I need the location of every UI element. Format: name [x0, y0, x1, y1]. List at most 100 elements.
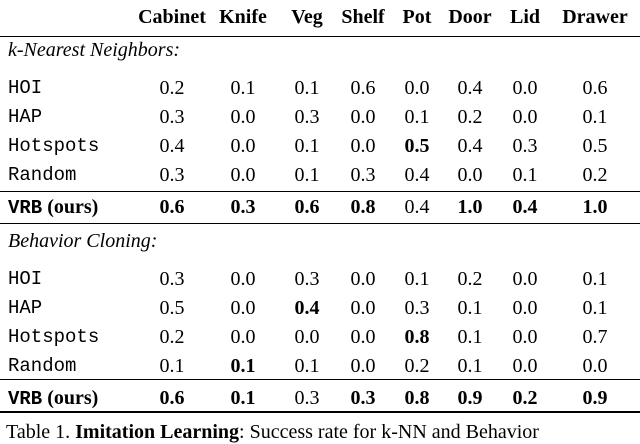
cell: 0.2: [159, 77, 185, 99]
cell: 0.4: [159, 135, 185, 157]
cell: 0.0: [404, 77, 430, 99]
cell: 0.1: [294, 164, 320, 186]
cell: 0.9: [457, 387, 483, 409]
method-note: (ours): [47, 387, 99, 409]
method-label: Random: [8, 355, 77, 377]
method-name: VRB: [8, 388, 43, 410]
cell: 0.6: [582, 77, 608, 99]
cell: 0.0: [350, 297, 376, 319]
cell: 0.2: [159, 326, 185, 348]
cell: 0.0: [512, 355, 538, 377]
cell: 0.0: [350, 135, 376, 157]
cell: 0.0: [230, 268, 256, 290]
cell: 0.2: [404, 355, 430, 377]
method-label: VRB (ours): [8, 195, 98, 220]
cell: 0.4: [457, 135, 483, 157]
cell: 0.4: [512, 196, 538, 218]
cell: 0.1: [582, 297, 608, 319]
bottom-rule: [0, 411, 640, 413]
cell: 0.1: [230, 387, 256, 409]
cell: 0.0: [512, 297, 538, 319]
column-header: Drawer: [562, 6, 628, 28]
cell: 0.4: [404, 164, 430, 186]
column-header: Shelf: [341, 6, 385, 28]
cell: 0.0: [230, 135, 256, 157]
cell: 0.6: [294, 196, 320, 218]
column-header: Knife: [219, 6, 267, 28]
cell: 0.4: [404, 196, 430, 218]
method-name: VRB: [8, 197, 43, 219]
cell: 0.0: [350, 326, 376, 348]
method-label: HAP: [8, 106, 43, 128]
cell: 0.3: [294, 268, 320, 290]
cell: 0.1: [457, 326, 483, 348]
cell: 0.1: [159, 355, 185, 377]
cell: 0.1: [404, 106, 430, 128]
method-label: HOI: [8, 268, 43, 290]
cell: 0.1: [457, 297, 483, 319]
cell: 0.9: [582, 387, 608, 409]
method-label: Random: [8, 164, 77, 186]
cell: 0.1: [582, 268, 608, 290]
header-rule: [0, 36, 640, 37]
cell: 0.3: [294, 106, 320, 128]
section-title: k-Nearest Neighbors:: [8, 39, 181, 61]
method-label: VRB (ours): [8, 386, 98, 411]
cell: 1.0: [582, 196, 608, 218]
caption: Table 1. Imitation Learning: Success rat…: [6, 420, 539, 444]
cell: 0.0: [457, 164, 483, 186]
cell: 0.0: [230, 326, 256, 348]
cell: 0.3: [404, 297, 430, 319]
cell: 0.3: [159, 164, 185, 186]
cell: 0.0: [512, 326, 538, 348]
column-header: Lid: [509, 6, 541, 28]
section-rule: [0, 223, 640, 224]
cell: 0.3: [159, 268, 185, 290]
cell: 0.3: [350, 387, 376, 409]
cell: 0.1: [294, 135, 320, 157]
cell: 0.5: [159, 297, 185, 319]
method-label: HOI: [8, 77, 43, 99]
cell: 0.0: [512, 77, 538, 99]
column-header: Veg: [291, 6, 323, 28]
cell: 0.8: [350, 196, 376, 218]
cell: 1.0: [457, 196, 483, 218]
cell: 0.8: [404, 387, 430, 409]
section-rule: [0, 191, 640, 192]
cell: 0.4: [457, 77, 483, 99]
cell: 0.0: [512, 268, 538, 290]
method-label: Hotspots: [8, 326, 100, 348]
cell: 0.7: [582, 326, 608, 348]
cell: 0.5: [582, 135, 608, 157]
cell: 0.0: [230, 106, 256, 128]
cell: 0.2: [512, 387, 538, 409]
cell: 0.1: [582, 106, 608, 128]
cell: 0.6: [350, 77, 376, 99]
cell: 0.6: [159, 196, 185, 218]
column-header: Door: [448, 6, 492, 28]
column-header: Pot: [402, 6, 432, 28]
section-title: Behavior Cloning:: [8, 230, 158, 252]
caption-title: Imitation Learning: [75, 421, 240, 443]
cell: 0.1: [294, 77, 320, 99]
cell: 0.3: [512, 135, 538, 157]
cell: 0.3: [294, 387, 320, 409]
cell: 0.1: [512, 164, 538, 186]
cell: 0.0: [350, 355, 376, 377]
caption-label: Table 1.: [6, 421, 71, 443]
cell: 0.0: [350, 268, 376, 290]
cell: 0.6: [159, 387, 185, 409]
cell: 0.0: [582, 355, 608, 377]
cell: 0.0: [512, 106, 538, 128]
method-label: Hotspots: [8, 135, 100, 157]
cell: 0.8: [404, 326, 430, 348]
cell: 0.0: [350, 106, 376, 128]
cell: 0.3: [230, 196, 256, 218]
cell: 0.3: [159, 106, 185, 128]
section-rule: [0, 379, 640, 380]
cell: 0.1: [457, 355, 483, 377]
cell: 0.5: [404, 135, 430, 157]
cell: 0.1: [230, 77, 256, 99]
cell: 0.1: [230, 355, 256, 377]
